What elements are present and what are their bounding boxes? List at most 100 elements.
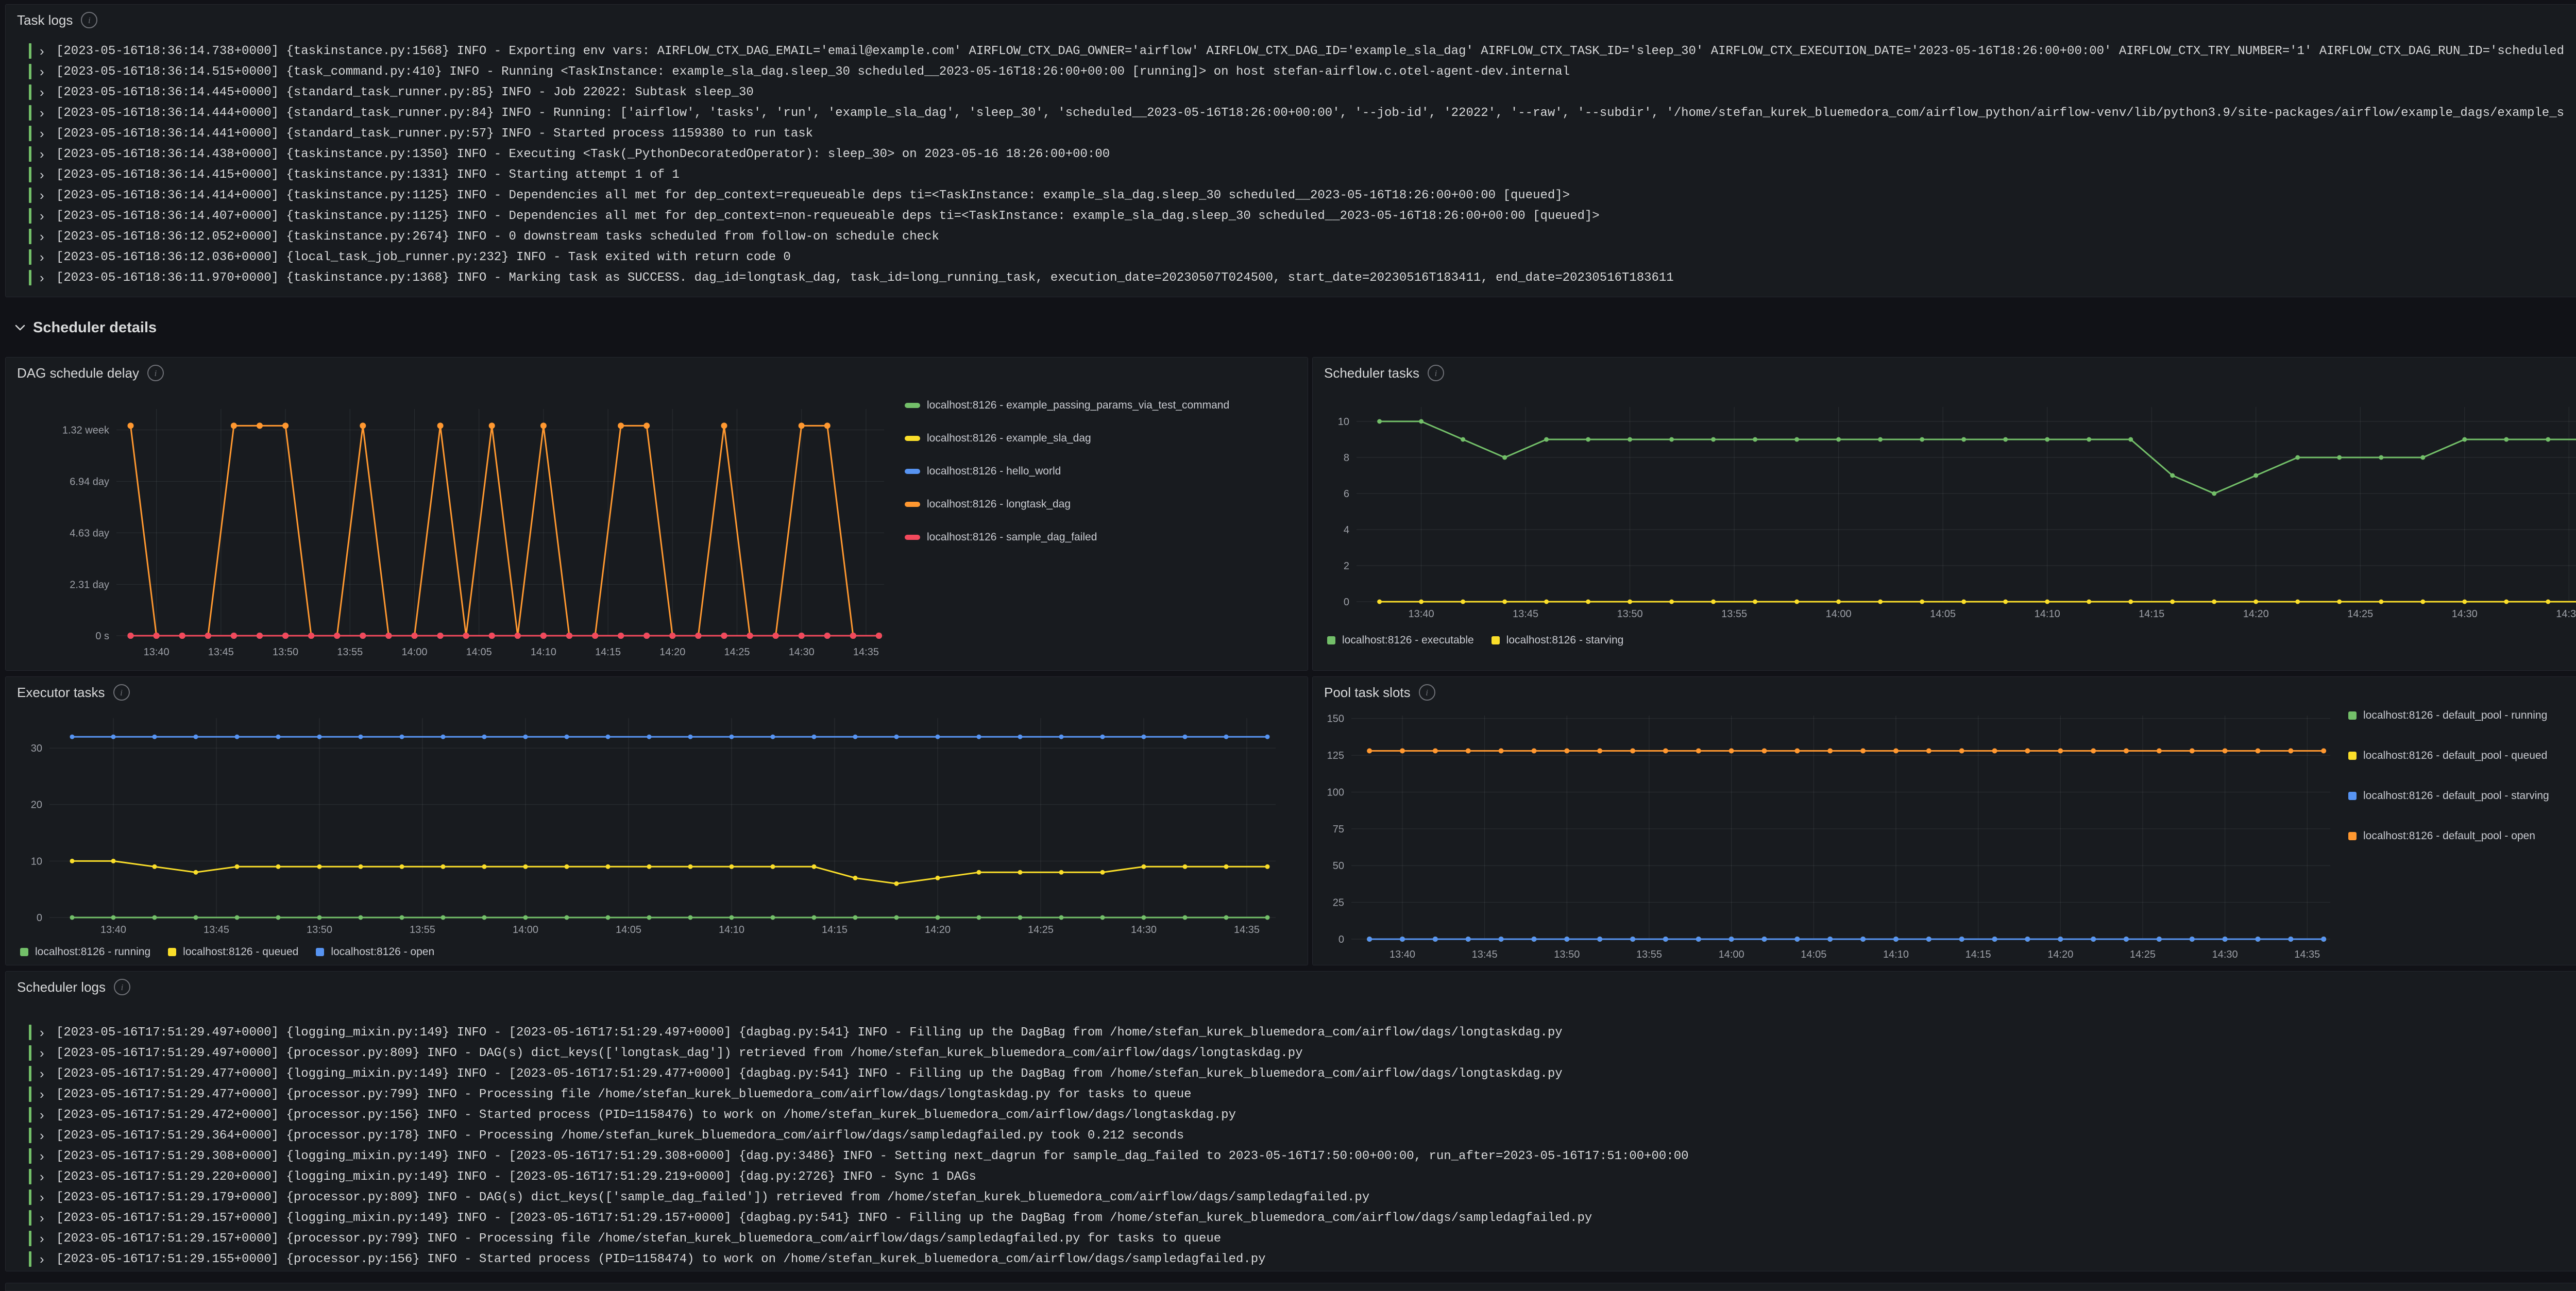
legend-item[interactable]: localhost:8126 - queued bbox=[168, 946, 298, 957]
pool-task-slots-chart[interactable]: 13:40 13:45 13:50 13:55 14:00 14:05 14:10 14:15… bbox=[1313, 677, 2576, 965]
expand-log-chevron-icon[interactable]: › bbox=[40, 1231, 44, 1246]
legend-color-swatch bbox=[168, 947, 177, 956]
svg-text:14:05: 14:05 bbox=[466, 647, 492, 658]
svg-text:0: 0 bbox=[1338, 934, 1344, 945]
expand-log-chevron-icon[interactable]: › bbox=[40, 126, 44, 141]
info-icon[interactable]: i bbox=[1418, 684, 1435, 701]
expand-log-chevron-icon[interactable]: › bbox=[40, 43, 44, 59]
legend-item[interactable]: localhost:8126 - default_pool - starving bbox=[2348, 790, 2549, 801]
chart-legend: localhost:8126 - running localhost:8126 -… bbox=[20, 946, 434, 957]
chevron-down-icon bbox=[15, 325, 25, 331]
svg-text:6.94 day: 6.94 day bbox=[70, 477, 109, 488]
expand-log-chevron-icon[interactable]: › bbox=[40, 1148, 44, 1164]
info-icon[interactable]: i bbox=[147, 365, 164, 381]
log-row: › [2023-05-16T17:51:29.155+0000] {process… bbox=[29, 1249, 2576, 1269]
expand-log-chevron-icon[interactable]: › bbox=[40, 188, 44, 203]
expand-log-chevron-icon[interactable]: › bbox=[40, 1107, 44, 1123]
expand-log-chevron-icon[interactable]: › bbox=[40, 1086, 44, 1102]
expand-log-chevron-icon[interactable]: › bbox=[40, 249, 44, 265]
legend-item[interactable]: localhost:8126 - default_pool - running bbox=[2348, 710, 2549, 721]
legend-item[interactable]: localhost:8126 - hello_world bbox=[905, 466, 1229, 477]
legend-item[interactable]: localhost:8126 - example_passing_params_… bbox=[905, 400, 1229, 411]
legend-label: localhost:8126 - example_passing_params_… bbox=[927, 399, 1230, 411]
info-icon[interactable]: i bbox=[114, 979, 130, 995]
log-line-text: [2023-05-16T17:51:29.497+0000] {logging_… bbox=[56, 1025, 1563, 1040]
expand-log-chevron-icon[interactable]: › bbox=[40, 1251, 44, 1267]
svg-text:14:30: 14:30 bbox=[2452, 608, 2478, 620]
log-line-text: [2023-05-16T18:36:14.515+0000] {task_com… bbox=[56, 64, 1570, 79]
section-scheduler-details[interactable]: Scheduler details bbox=[14, 315, 157, 340]
svg-text:100: 100 bbox=[1327, 787, 1344, 798]
expand-log-chevron-icon[interactable]: › bbox=[40, 1066, 44, 1081]
scheduler-tasks-chart[interactable]: 13:40 13:45 13:50 13:55 14:00 14:05 14:10 14:15… bbox=[1313, 358, 2576, 670]
expand-log-chevron-icon[interactable]: › bbox=[40, 1190, 44, 1205]
legend-label: localhost:8126 - starving bbox=[1506, 634, 1624, 646]
panel-title: Task logs bbox=[17, 12, 73, 28]
svg-text:14:05: 14:05 bbox=[616, 924, 641, 936]
legend-label: localhost:8126 - hello_world bbox=[927, 465, 1061, 477]
task-logs-panel: Task logs i › [2023-05-16T18:36:14.738+00… bbox=[5, 4, 2576, 297]
expand-log-chevron-icon[interactable]: › bbox=[40, 270, 44, 285]
expand-log-chevron-icon[interactable]: › bbox=[40, 84, 44, 100]
expand-log-chevron-icon[interactable]: › bbox=[40, 1128, 44, 1143]
log-level-bar bbox=[29, 43, 31, 59]
log-level-bar bbox=[29, 208, 31, 224]
legend-label: localhost:8126 - longtask_dag bbox=[927, 498, 1071, 510]
executor-tasks-panel-header[interactable]: Executor tasks i bbox=[17, 684, 130, 701]
log-line-text: [2023-05-16T18:36:14.407+0000] {taskinst… bbox=[56, 209, 1600, 223]
svg-text:8: 8 bbox=[1344, 452, 1349, 464]
svg-text:14:15: 14:15 bbox=[595, 647, 621, 658]
expand-log-chevron-icon[interactable]: › bbox=[40, 64, 44, 79]
legend-item[interactable]: localhost:8126 - sample_dag_failed bbox=[905, 532, 1229, 542]
log-level-bar bbox=[29, 1148, 31, 1164]
legend-item[interactable]: localhost:8126 - longtask_dag bbox=[905, 499, 1229, 509]
legend-item[interactable]: localhost:8126 - open bbox=[316, 946, 434, 957]
info-icon[interactable]: i bbox=[1427, 365, 1444, 381]
expand-log-chevron-icon[interactable]: › bbox=[40, 1025, 44, 1040]
legend-label: localhost:8126 - sample_dag_failed bbox=[927, 531, 1097, 543]
info-icon[interactable]: i bbox=[81, 12, 98, 28]
expand-log-chevron-icon[interactable]: › bbox=[40, 1169, 44, 1184]
log-row: › [2023-05-16T18:36:14.445+0000] {standar… bbox=[29, 82, 2576, 103]
task-logs-panel-header[interactable]: Task logs i bbox=[17, 12, 98, 28]
legend-item[interactable]: localhost:8126 - default_pool - open bbox=[2348, 830, 2549, 841]
expand-log-chevron-icon[interactable]: › bbox=[40, 1045, 44, 1061]
dag-schedule-delay-panel-header[interactable]: DAG schedule delay i bbox=[17, 365, 164, 381]
executor-tasks-chart[interactable]: 13:40 13:45 13:50 13:55 14:00 14:05 14:10 14:15… bbox=[6, 677, 1308, 965]
info-icon[interactable]: i bbox=[113, 684, 130, 701]
svg-text:14:10: 14:10 bbox=[2035, 608, 2060, 620]
legend-item[interactable]: localhost:8126 - starving bbox=[1491, 634, 1624, 646]
expand-log-chevron-icon[interactable]: › bbox=[40, 105, 44, 121]
svg-text:150: 150 bbox=[1327, 714, 1344, 725]
expand-log-chevron-icon[interactable]: › bbox=[40, 229, 44, 244]
expand-log-chevron-icon[interactable]: › bbox=[40, 146, 44, 162]
svg-text:14:25: 14:25 bbox=[2347, 608, 2373, 620]
legend-item[interactable]: localhost:8126 - example_sla_dag bbox=[905, 433, 1229, 444]
svg-text:13:40: 13:40 bbox=[144, 647, 170, 658]
log-level-bar bbox=[29, 105, 31, 121]
log-row: › [2023-05-16T17:51:29.220+0000] {logging… bbox=[29, 1166, 2576, 1187]
scheduler-tasks-panel: Scheduler tasks i 13:40 13:45 13:50 13:55 14… bbox=[1312, 357, 2576, 671]
expand-log-chevron-icon[interactable]: › bbox=[40, 208, 44, 224]
legend-color-swatch bbox=[2348, 751, 2357, 760]
legend-item[interactable]: localhost:8126 - running bbox=[20, 946, 150, 957]
svg-text:14:05: 14:05 bbox=[1930, 608, 1956, 620]
log-row: › [2023-05-16T17:51:29.472+0000] {process… bbox=[29, 1105, 2576, 1125]
pool-task-slots-panel-header[interactable]: Pool task slots i bbox=[1324, 684, 1435, 701]
scheduler-tasks-panel-header[interactable]: Scheduler tasks i bbox=[1324, 365, 1444, 381]
legend-item[interactable]: localhost:8126 - default_pool - queued bbox=[2348, 750, 2549, 761]
svg-text:13:45: 13:45 bbox=[1472, 949, 1498, 960]
expand-log-chevron-icon[interactable]: › bbox=[40, 167, 44, 182]
legend-label: localhost:8126 - queued bbox=[183, 946, 299, 958]
svg-text:14:10: 14:10 bbox=[1883, 949, 1909, 960]
legend-label: localhost:8126 - example_sla_dag bbox=[927, 432, 1091, 444]
expand-log-chevron-icon[interactable]: › bbox=[40, 1210, 44, 1226]
log-line-text: [2023-05-16T18:36:12.036+0000] {local_ta… bbox=[56, 250, 791, 264]
legend-label: localhost:8126 - default_pool - open bbox=[2363, 830, 2535, 842]
legend-item[interactable]: localhost:8126 - executable bbox=[1327, 635, 1474, 646]
log-line-text: [2023-05-16T18:36:14.414+0000] {taskinst… bbox=[56, 188, 1570, 202]
log-level-bar bbox=[29, 229, 31, 244]
dag-schedule-delay-chart[interactable]: 13:40 13:45 13:50 13:55 14:00 14:05 14:10 14:15… bbox=[6, 358, 1308, 670]
svg-text:6: 6 bbox=[1344, 488, 1349, 500]
scheduler-logs-panel-header[interactable]: Scheduler logs i bbox=[17, 979, 130, 995]
